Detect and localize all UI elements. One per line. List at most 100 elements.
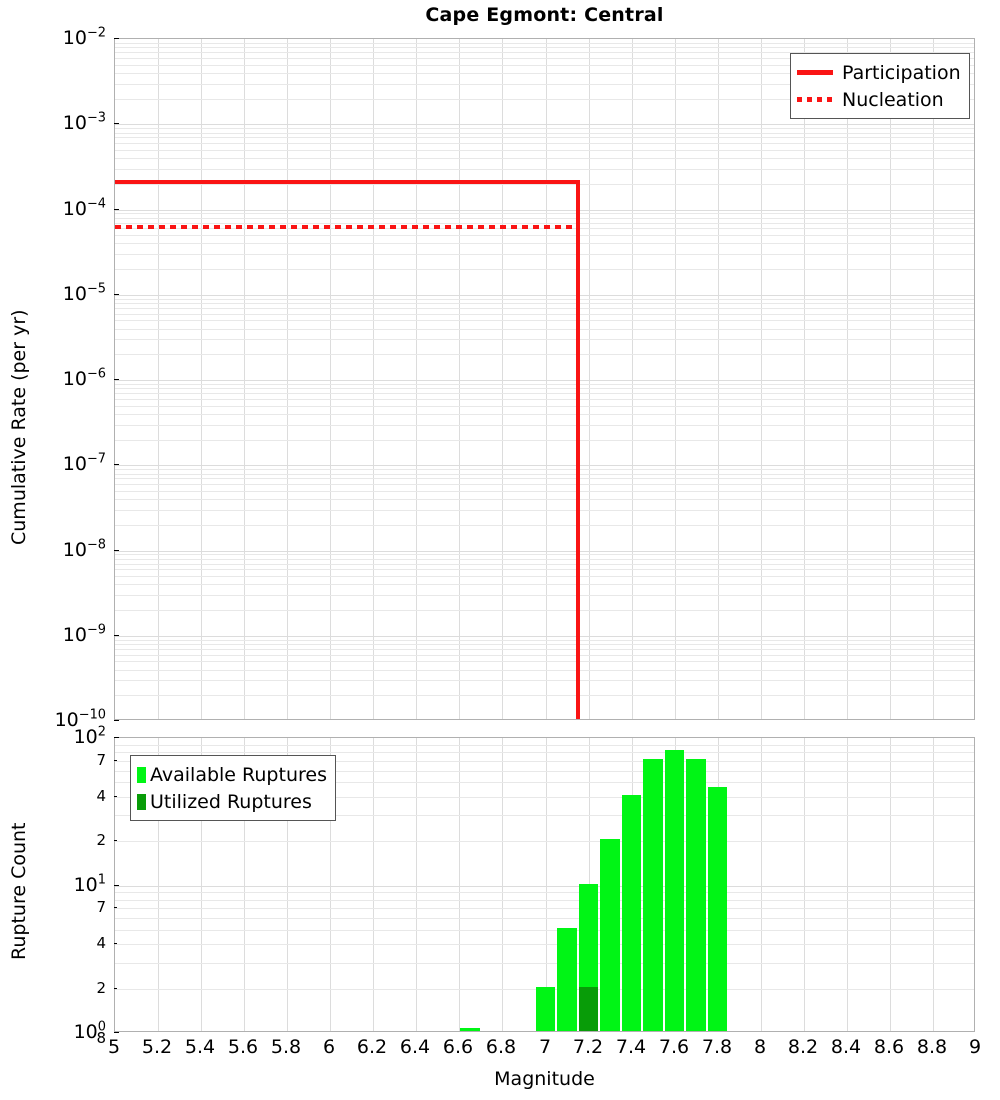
x-gridline: [804, 738, 805, 1031]
bar-available-rupture: [460, 1028, 480, 1031]
x-tick-label: 7.4: [615, 1036, 647, 1058]
x-tick-label: 5.2: [141, 1036, 173, 1058]
x-gridline: [201, 39, 202, 719]
x-gridline: [287, 39, 288, 719]
y-tick-label-top: 10−5: [62, 281, 106, 305]
y-gridline: [115, 124, 974, 126]
y-gridline: [115, 294, 974, 296]
x-gridline: [158, 738, 159, 1031]
x-tick-label: 6.8: [485, 1036, 517, 1058]
y-tickmark-top: [114, 635, 119, 636]
x-gridline: [244, 39, 245, 719]
y-gridline: [115, 635, 974, 637]
y-minor-gridline: [115, 654, 974, 656]
y-minor-tickmark: [114, 840, 117, 841]
y-tick-label-bottom: 101: [73, 872, 106, 896]
y-axis-title-bottom: Rupture Count: [8, 822, 30, 961]
x-tick-label: 9: [968, 1036, 982, 1058]
y-minor-gridline: [115, 217, 974, 219]
legend-item-available-ruptures: Available Ruptures: [137, 761, 327, 788]
y-tick-label-bottom: 100: [73, 1019, 106, 1043]
line-sample-dotted-icon: [797, 97, 833, 102]
bar-available-rupture: [600, 839, 620, 1031]
y-minor-gridline: [115, 254, 974, 256]
cumulative-rate-plot: [114, 38, 975, 720]
x-tick-label: 5.4: [184, 1036, 216, 1058]
x-gridline: [761, 39, 762, 719]
x-gridline: [847, 738, 848, 1031]
y-minor-gridline: [115, 782, 974, 784]
x-gridline: [933, 738, 934, 1031]
x-tick-label: 7.2: [572, 1036, 604, 1058]
y-minor-gridline: [115, 424, 974, 426]
swatch-available-icon: [137, 766, 146, 783]
y-minor-gridline: [115, 137, 974, 139]
y-minor-gridline: [115, 576, 974, 578]
bar-available-rupture: [664, 750, 685, 1031]
y-minor-gridline: [115, 908, 974, 910]
x-tick-label: 6: [322, 1036, 336, 1058]
y-minor-tick-label: 7: [96, 750, 106, 769]
legend-label: Available Ruptures: [150, 763, 327, 786]
y-minor-gridline: [115, 388, 974, 390]
y-tick-label-top: 10−9: [62, 622, 106, 646]
x-gridline: [502, 738, 503, 1031]
y-minor-gridline: [115, 760, 974, 762]
y-minor-gridline: [115, 398, 974, 400]
x-gridline: [546, 39, 547, 719]
y-minor-gridline: [115, 339, 974, 341]
x-gridline: [890, 39, 891, 719]
x-gridline: [546, 738, 547, 1031]
y-minor-gridline: [115, 57, 974, 59]
y-minor-gridline: [115, 393, 974, 395]
y-minor-gridline: [115, 680, 974, 682]
y-minor-tickmark: [114, 988, 117, 989]
y-minor-gridline: [115, 661, 974, 663]
y-minor-gridline: [115, 648, 974, 650]
x-gridline: [330, 738, 331, 1031]
y-minor-gridline: [115, 405, 974, 407]
y-minor-gridline: [115, 918, 974, 920]
y-minor-gridline: [115, 554, 974, 556]
x-gridline: [201, 738, 202, 1031]
y-tickmark-bottom: [114, 1032, 119, 1033]
y-minor-gridline: [115, 328, 974, 330]
y-minor-gridline: [115, 892, 974, 894]
x-tick-label: 5.6: [227, 1036, 259, 1058]
y-minor-gridline: [115, 524, 974, 526]
y-tick-label-top: 10−10: [54, 707, 106, 731]
x-axis-title: Magnitude: [494, 1068, 595, 1090]
y-gridline: [115, 550, 974, 552]
y-minor-tick-label: 4: [96, 934, 106, 953]
y-minor-gridline: [115, 213, 974, 215]
y-minor-tickmark: [114, 907, 117, 908]
legend-label: Nucleation: [842, 88, 944, 111]
y-minor-gridline: [115, 354, 974, 356]
y-tick-label-top: 10−7: [62, 451, 106, 476]
bar-available-rupture: [707, 787, 728, 1031]
y-minor-gridline: [115, 269, 974, 271]
y-minor-gridline: [115, 313, 974, 315]
x-tick-label: 5.8: [270, 1036, 302, 1058]
x-gridline: [158, 39, 159, 719]
y-minor-tick-label: 7: [96, 898, 106, 917]
bar-utilized-rupture: [578, 986, 599, 1031]
x-gridline: [761, 738, 762, 1031]
y-minor-gridline: [115, 644, 974, 645]
y-minor-gridline: [115, 815, 974, 817]
y-tick-label-bottom: 102: [73, 724, 106, 748]
legend-label: Participation: [842, 61, 961, 84]
y-minor-gridline: [115, 72, 974, 74]
x-gridline: [373, 738, 374, 1031]
y-tick-label-top: 10−3: [62, 110, 106, 135]
y-minor-gridline: [115, 439, 974, 441]
y-minor-gridline: [115, 669, 974, 671]
x-tick-label: 8.2: [787, 1036, 819, 1058]
y-gridline: [115, 465, 974, 467]
y-minor-gridline: [115, 413, 974, 415]
legend-item-utilized-ruptures: Utilized Ruptures: [137, 788, 327, 815]
y-axis-title-top: Cumulative Rate (per yr): [8, 309, 30, 545]
y-minor-gridline: [115, 469, 974, 471]
x-tick-label: 7.6: [658, 1036, 690, 1058]
x-tick-label: 7.8: [701, 1036, 733, 1058]
